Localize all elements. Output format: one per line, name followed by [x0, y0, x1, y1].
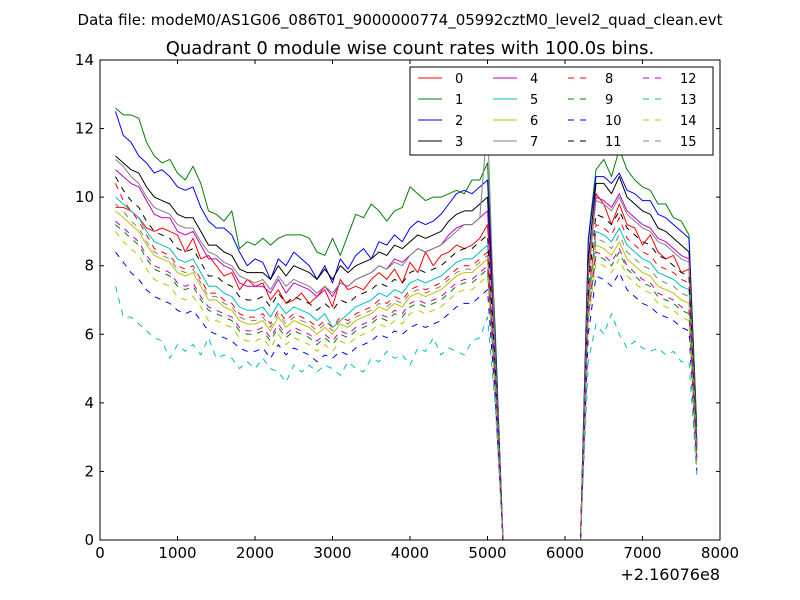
x-offset-label: +2.16076e8: [620, 565, 720, 584]
series-line-5: [115, 196, 698, 541]
x-tick-label: 4000: [391, 544, 429, 562]
legend-label-7: 7: [530, 135, 538, 150]
axis-ticks: 0 1000 2000 3000 4000 5000 6000 7000 80000246810…: [75, 51, 739, 562]
x-tick-label: 7000: [623, 544, 661, 562]
series-line-10: [115, 251, 698, 541]
x-tick-label: 8000: [701, 544, 739, 562]
legend-label-2: 2: [455, 114, 463, 129]
y-tick-label: 12: [75, 120, 94, 138]
x-tick-label: 6000: [546, 544, 584, 562]
legend-label-15: 15: [680, 135, 697, 150]
series-layer: [115, 107, 698, 541]
legend-label-1: 1: [455, 93, 463, 108]
y-tick-label: 4: [84, 394, 94, 412]
series-line-4: [115, 169, 698, 541]
series-line-11: [115, 176, 698, 541]
x-tick-label: 0: [95, 544, 105, 562]
x-tick-label: 5000: [468, 544, 506, 562]
y-tick-label: 0: [84, 531, 94, 549]
y-tick-label: 8: [84, 257, 94, 275]
legend-label-4: 4: [530, 72, 538, 87]
legend-label-12: 12: [680, 72, 697, 87]
series-line-14: [115, 231, 698, 541]
x-tick-label: 3000: [313, 544, 351, 562]
legend-label-13: 13: [680, 93, 697, 108]
series-line-3: [115, 155, 698, 541]
legend-label-11: 11: [605, 135, 622, 150]
legend-label-5: 5: [530, 93, 538, 108]
series-line-13: [115, 286, 698, 541]
legend-label-14: 14: [680, 114, 697, 129]
series-line-7: [115, 121, 698, 541]
x-tick-label: 2000: [236, 544, 274, 562]
legend-label-9: 9: [605, 93, 613, 108]
legend-label-6: 6: [530, 114, 538, 129]
y-tick-label: 14: [75, 51, 94, 69]
y-tick-label: 10: [75, 188, 94, 206]
y-tick-label: 2: [84, 462, 94, 480]
legend-label-0: 0: [455, 72, 463, 87]
legend-label-8: 8: [605, 72, 613, 87]
legend-label-3: 3: [455, 135, 463, 150]
chart-title: Quadrant 0 module wise count rates with …: [166, 38, 655, 59]
legend-box: [409, 66, 714, 156]
series-line-2: [115, 111, 698, 541]
x-tick-label: 1000: [158, 544, 196, 562]
series-line-15: [115, 203, 698, 541]
series-line-1: [115, 107, 698, 541]
suptitle: Data file: modeM0/AS1G06_086T01_90000007…: [78, 11, 723, 30]
series-line-12: [115, 220, 698, 541]
legend-label-10: 10: [605, 114, 622, 129]
series-line-8: [115, 183, 698, 541]
series-line-6: [115, 210, 698, 541]
y-tick-label: 6: [84, 325, 94, 343]
